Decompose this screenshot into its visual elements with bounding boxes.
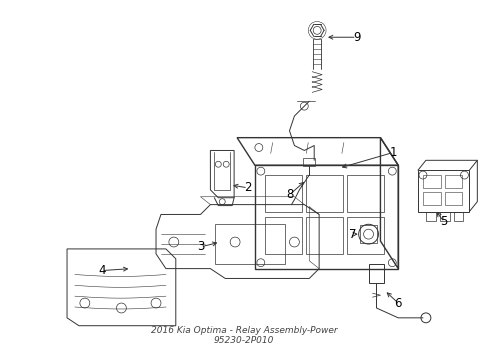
Bar xyxy=(417,170,468,212)
Bar xyxy=(264,175,302,212)
Bar xyxy=(303,158,315,166)
Bar xyxy=(444,175,462,188)
Bar xyxy=(453,212,463,221)
Text: 2016 Kia Optima - Relay Assembly-Power
95230-2P010: 2016 Kia Optima - Relay Assembly-Power 9… xyxy=(150,326,337,345)
Bar xyxy=(264,217,302,254)
Text: 8: 8 xyxy=(285,188,293,201)
Bar xyxy=(422,192,440,204)
Bar xyxy=(346,175,384,212)
Bar xyxy=(368,264,384,283)
Text: 2: 2 xyxy=(244,181,251,194)
Bar xyxy=(305,175,343,212)
Bar xyxy=(425,212,435,221)
Text: 6: 6 xyxy=(394,297,401,310)
Bar xyxy=(422,175,440,188)
Text: 3: 3 xyxy=(196,240,204,253)
Bar xyxy=(439,212,449,221)
Bar xyxy=(346,217,384,254)
Bar xyxy=(254,165,397,269)
Bar xyxy=(215,224,284,264)
Bar xyxy=(305,217,343,254)
Text: 5: 5 xyxy=(439,215,447,228)
Bar xyxy=(444,192,462,204)
Text: 9: 9 xyxy=(352,31,360,44)
Text: 4: 4 xyxy=(98,264,105,277)
Text: 7: 7 xyxy=(348,228,356,240)
Text: 1: 1 xyxy=(389,146,396,159)
